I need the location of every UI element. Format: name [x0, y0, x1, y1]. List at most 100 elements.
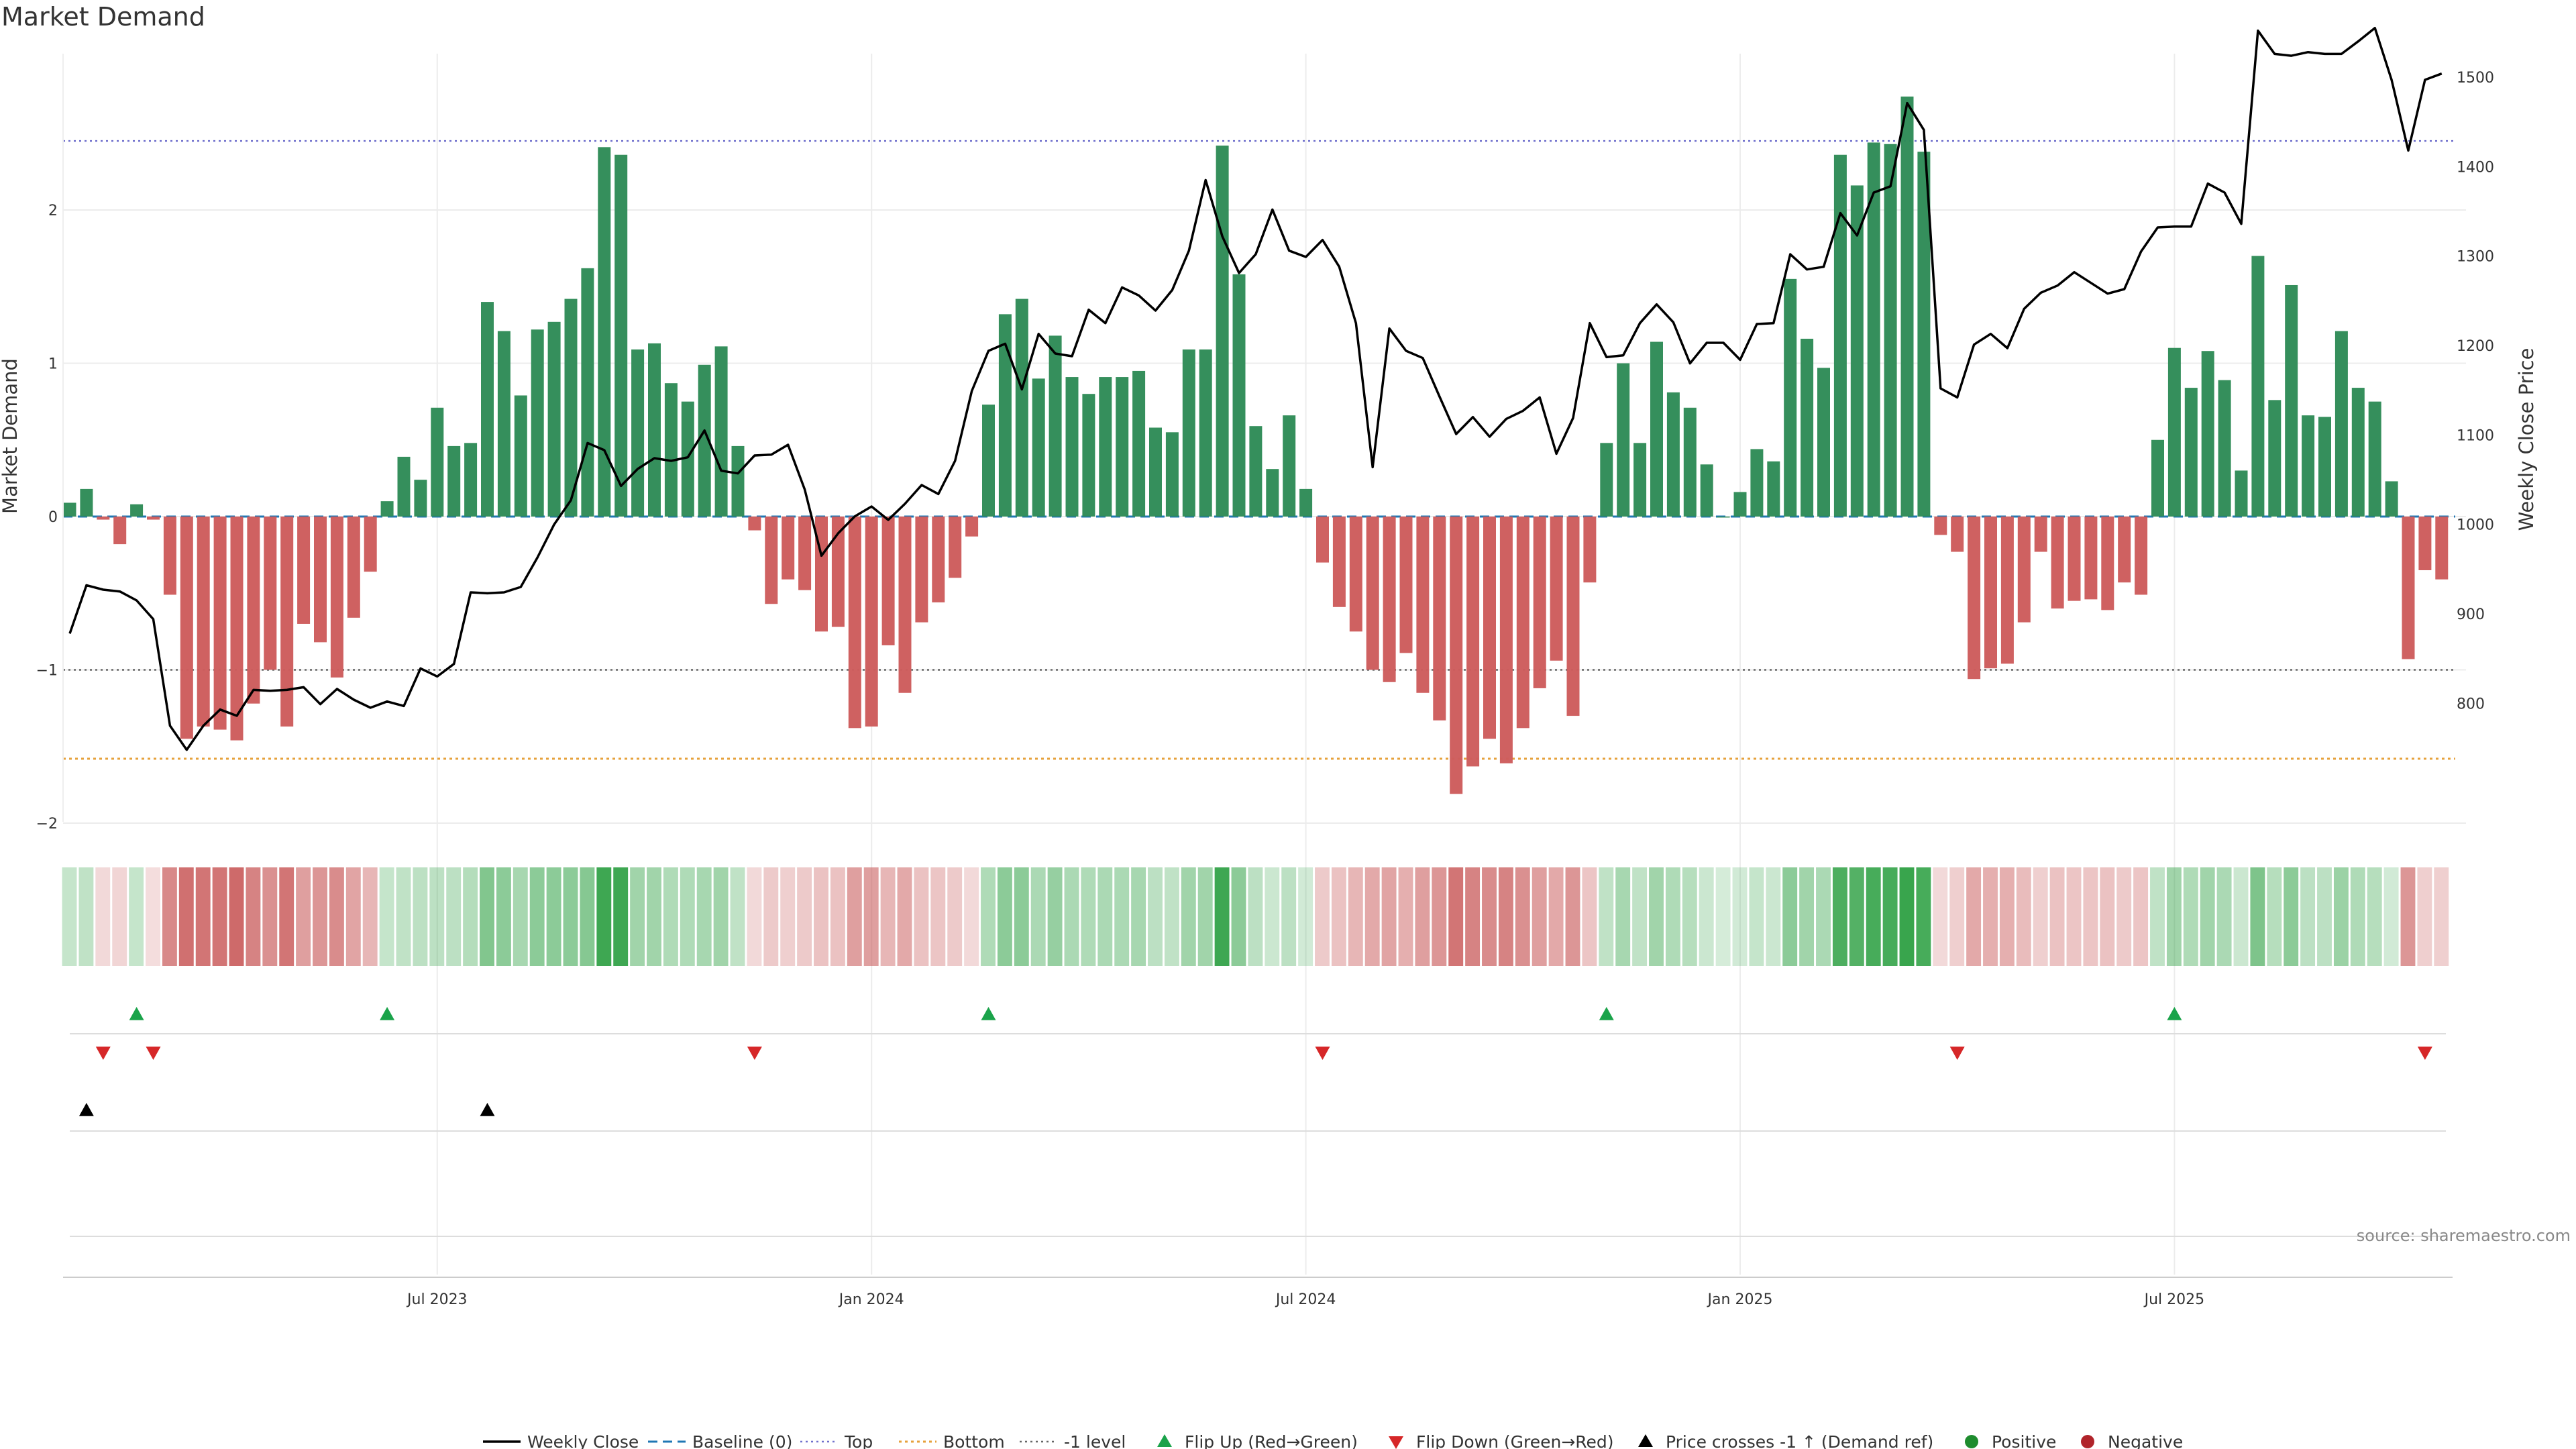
- demand-bar-negative: [1450, 517, 1463, 794]
- strip-cell-negative: [1983, 867, 1998, 966]
- demand-bar-positive: [698, 364, 711, 517]
- demand-bar-negative: [1984, 517, 1997, 669]
- y-tick-left: 2: [48, 203, 58, 219]
- strip-cell-negative: [1432, 867, 1447, 966]
- x-tick-label: Jul 2025: [2143, 1291, 2205, 1308]
- demand-bar-negative: [230, 517, 244, 741]
- strip-cell-negative: [229, 867, 244, 966]
- strip-cell-positive: [1599, 867, 1614, 966]
- strip-cell-positive: [1882, 867, 1898, 966]
- strip-cell-positive: [1699, 867, 1714, 966]
- legend-label: Weekly Close: [527, 1432, 639, 1449]
- strip-cell-negative: [1999, 867, 2015, 966]
- y-tick-right: 1500: [2457, 70, 2494, 87]
- demand-bar-negative: [280, 517, 294, 727]
- demand-bar-positive: [1299, 488, 1313, 517]
- strip-cell-negative: [1565, 867, 1580, 966]
- strip-cell-negative: [880, 867, 896, 966]
- strip-cell-positive: [496, 867, 511, 966]
- strip-cell-positive: [663, 867, 678, 966]
- y-tick-left: −1: [36, 663, 58, 680]
- strip-cell-negative: [1949, 867, 1965, 966]
- legend-item-negative: Negative: [2081, 1432, 2183, 1449]
- legend-label: Baseline (0): [692, 1432, 792, 1449]
- strip-cell-negative: [1398, 867, 1413, 966]
- y-tick-left: −2: [36, 816, 58, 833]
- strip-cell-negative: [797, 867, 812, 966]
- demand-bar-negative: [2017, 517, 2031, 623]
- demand-bar-negative: [765, 517, 778, 604]
- strip-cell-positive: [1749, 867, 1764, 966]
- strip-cell-positive: [1097, 867, 1113, 966]
- demand-bar-negative: [782, 517, 795, 580]
- demand-bar-positive: [714, 346, 728, 517]
- flip-up-marker: [1599, 1007, 1614, 1020]
- demand-bar-positive: [1015, 299, 1028, 517]
- demand-bar-negative: [1399, 517, 1413, 653]
- demand-bar-positive: [397, 456, 411, 517]
- demand-bar-positive: [2184, 388, 2198, 517]
- strip-cell-negative: [362, 867, 378, 966]
- demand-bar-positive: [1099, 377, 1112, 517]
- strip-cell-positive: [2333, 867, 2349, 966]
- strip-cell-negative: [146, 867, 160, 966]
- demand-bar-positive: [581, 268, 594, 517]
- strip-cell-positive: [2267, 867, 2282, 966]
- demand-bars: [63, 96, 2449, 794]
- demand-bar-positive: [531, 329, 544, 517]
- demand-bar-positive: [1683, 407, 1697, 517]
- strip-cell-negative: [1381, 867, 1397, 966]
- y-tick-right: 1200: [2457, 338, 2494, 355]
- strip-cell-negative: [1933, 867, 1948, 966]
- y-tick-left: 0: [48, 509, 58, 526]
- legend-item-price-crosses: Price crosses -1 ↑ (Demand ref): [1638, 1432, 1933, 1449]
- demand-bar-negative: [1934, 517, 1947, 535]
- demand-bar-negative: [1466, 517, 1480, 767]
- demand-bar-positive: [414, 480, 427, 517]
- demand-bar-negative: [1433, 517, 1446, 720]
- strip-cell-positive: [1248, 867, 1263, 966]
- demand-bar-positive: [998, 314, 1012, 517]
- demand-bar-negative: [2435, 517, 2449, 580]
- strip-cell-positive: [2216, 867, 2232, 966]
- flip-down-marker: [2417, 1046, 2432, 1060]
- strip-cell-negative: [246, 867, 261, 966]
- strip-cell-positive: [2350, 867, 2365, 966]
- demand-bar-positive: [614, 154, 628, 517]
- strip-cell-negative: [112, 867, 127, 966]
- strip-cell-negative: [329, 867, 344, 966]
- strip-cell-positive: [1298, 867, 1313, 966]
- demand-bar-negative: [264, 517, 277, 670]
- strip-cell-positive: [2183, 867, 2198, 966]
- x-tick-label: Jul 2023: [406, 1291, 468, 1308]
- strip-cell-positive: [563, 867, 578, 966]
- strip-cell-negative: [212, 867, 227, 966]
- demand-bar-positive: [481, 302, 494, 517]
- demand-bar-negative: [932, 517, 945, 602]
- legend-label: Positive: [1992, 1432, 2056, 1449]
- strip-cell-positive: [981, 867, 996, 966]
- legend-label: Bottom: [943, 1432, 1005, 1449]
- demand-bar-positive: [2151, 439, 2164, 517]
- strip-cell-negative: [1364, 867, 1380, 966]
- weekly-close-line: [68, 26, 2443, 751]
- strip-cell-positive: [1114, 867, 1130, 966]
- strip-cell-positive: [463, 867, 478, 966]
- strip-cell-positive: [1649, 867, 1664, 966]
- demand-bar-positive: [1633, 443, 1647, 517]
- strip-cell-positive: [1665, 867, 1680, 966]
- strip-cell-positive: [2150, 867, 2165, 966]
- strip-cell-positive: [62, 867, 77, 966]
- strip-cell-negative: [1465, 867, 1481, 966]
- source-note: source: sharemaestro.com: [2357, 1226, 2571, 1245]
- strip-cell-negative: [279, 867, 294, 966]
- demand-bar-positive: [2251, 256, 2265, 517]
- demand-bar-positive: [2351, 388, 2365, 517]
- demand-bar-positive: [1199, 349, 1212, 517]
- grid-layer: [63, 54, 2466, 1275]
- demand-bar-negative: [330, 517, 343, 678]
- y-tick-right: 800: [2457, 696, 2485, 712]
- demand-bar-negative: [2068, 517, 2081, 601]
- legend-item-top: Top: [800, 1432, 873, 1449]
- legend-label: Negative: [2108, 1432, 2183, 1449]
